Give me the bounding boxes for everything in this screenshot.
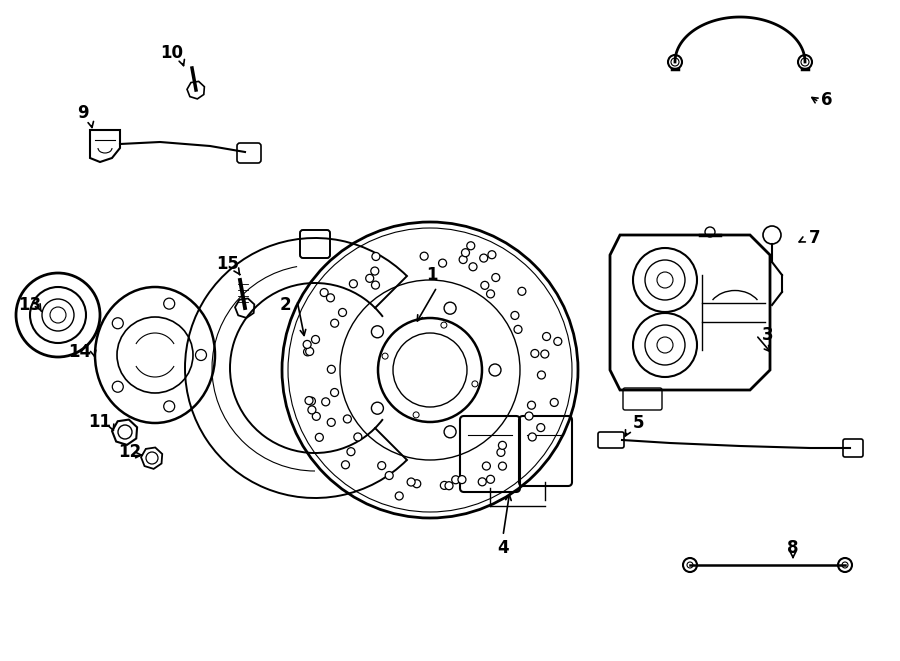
- Circle shape: [445, 482, 453, 490]
- Circle shape: [354, 433, 362, 441]
- Circle shape: [328, 418, 336, 426]
- Text: 11: 11: [88, 413, 112, 431]
- Circle shape: [459, 256, 467, 264]
- Circle shape: [487, 475, 494, 483]
- Text: 2: 2: [279, 296, 291, 314]
- Circle shape: [497, 448, 505, 456]
- Circle shape: [458, 476, 466, 484]
- Text: 3: 3: [762, 326, 774, 344]
- Circle shape: [420, 253, 428, 260]
- Circle shape: [328, 366, 336, 373]
- Circle shape: [303, 348, 311, 356]
- Text: 12: 12: [119, 443, 141, 461]
- Circle shape: [407, 478, 415, 486]
- Circle shape: [338, 309, 346, 317]
- Circle shape: [452, 476, 460, 484]
- Text: 5: 5: [632, 414, 644, 432]
- Circle shape: [303, 340, 311, 348]
- Circle shape: [511, 311, 519, 319]
- Circle shape: [344, 415, 351, 423]
- Circle shape: [514, 325, 522, 333]
- Circle shape: [444, 426, 456, 438]
- Circle shape: [327, 294, 335, 302]
- Circle shape: [499, 462, 507, 470]
- Circle shape: [320, 289, 328, 297]
- Circle shape: [372, 253, 380, 260]
- Circle shape: [554, 337, 562, 346]
- Circle shape: [537, 371, 545, 379]
- Circle shape: [438, 259, 446, 267]
- Circle shape: [481, 282, 489, 290]
- Circle shape: [536, 424, 544, 432]
- Circle shape: [480, 254, 488, 262]
- Text: 8: 8: [788, 539, 799, 557]
- Circle shape: [315, 434, 323, 442]
- Circle shape: [444, 302, 456, 314]
- Circle shape: [527, 401, 536, 409]
- Circle shape: [395, 492, 403, 500]
- Circle shape: [349, 280, 357, 288]
- Text: 14: 14: [68, 343, 92, 361]
- Text: 7: 7: [809, 229, 821, 247]
- Circle shape: [469, 263, 477, 271]
- Circle shape: [440, 481, 448, 489]
- Circle shape: [528, 433, 536, 441]
- Circle shape: [308, 406, 316, 414]
- Circle shape: [372, 326, 383, 338]
- Text: 1: 1: [427, 266, 437, 284]
- Circle shape: [312, 412, 320, 420]
- Circle shape: [330, 389, 338, 397]
- Circle shape: [378, 461, 386, 469]
- Text: 9: 9: [77, 104, 89, 122]
- Text: 6: 6: [821, 91, 833, 109]
- Circle shape: [798, 55, 812, 69]
- Circle shape: [478, 478, 486, 486]
- Circle shape: [499, 442, 507, 449]
- Circle shape: [489, 364, 501, 376]
- Circle shape: [372, 281, 380, 289]
- Circle shape: [347, 447, 355, 455]
- Circle shape: [488, 251, 496, 258]
- Circle shape: [668, 55, 682, 69]
- Circle shape: [413, 480, 421, 488]
- Circle shape: [371, 267, 379, 275]
- Circle shape: [518, 288, 526, 295]
- Circle shape: [487, 290, 495, 298]
- Circle shape: [308, 397, 315, 405]
- Circle shape: [531, 350, 539, 358]
- Text: 13: 13: [18, 296, 41, 314]
- Text: 4: 4: [497, 539, 508, 557]
- Circle shape: [482, 462, 491, 470]
- Circle shape: [525, 412, 533, 420]
- Circle shape: [838, 558, 852, 572]
- Circle shape: [311, 336, 320, 344]
- Text: 10: 10: [160, 44, 184, 62]
- Circle shape: [462, 249, 470, 256]
- Circle shape: [341, 461, 349, 469]
- Circle shape: [491, 274, 500, 282]
- Circle shape: [467, 242, 475, 250]
- Circle shape: [321, 398, 329, 406]
- Circle shape: [385, 471, 393, 479]
- Circle shape: [372, 402, 383, 414]
- Circle shape: [330, 319, 338, 327]
- Circle shape: [550, 399, 558, 407]
- Circle shape: [543, 332, 551, 340]
- Circle shape: [683, 558, 697, 572]
- Circle shape: [365, 274, 374, 282]
- Circle shape: [541, 350, 549, 358]
- Circle shape: [306, 348, 314, 356]
- Circle shape: [305, 397, 313, 405]
- Text: 15: 15: [217, 255, 239, 273]
